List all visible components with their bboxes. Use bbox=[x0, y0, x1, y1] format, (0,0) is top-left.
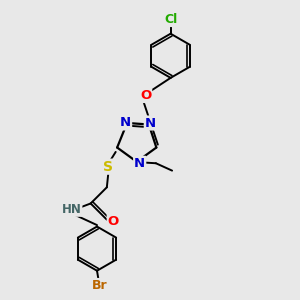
Text: Cl: Cl bbox=[164, 13, 177, 26]
Text: S: S bbox=[103, 160, 113, 174]
Text: N: N bbox=[120, 116, 131, 130]
Text: O: O bbox=[140, 89, 151, 102]
Text: N: N bbox=[134, 157, 145, 170]
Text: O: O bbox=[108, 214, 119, 228]
Text: N: N bbox=[145, 116, 156, 130]
Text: HN: HN bbox=[61, 203, 81, 216]
Text: Br: Br bbox=[92, 279, 108, 292]
